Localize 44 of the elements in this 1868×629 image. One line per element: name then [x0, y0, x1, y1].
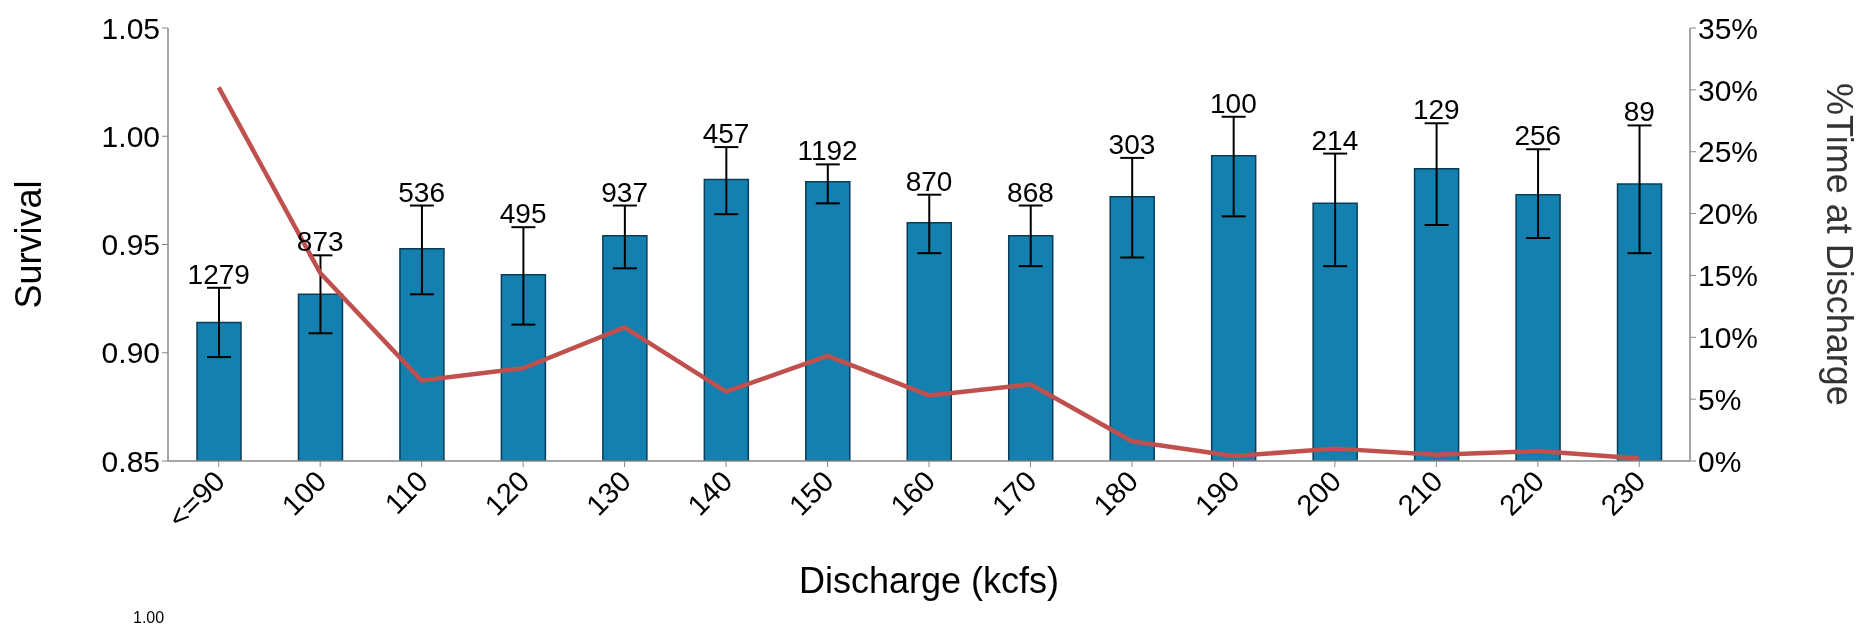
x-tick-label: 180: [1087, 464, 1145, 522]
y2-tick-label: 10%: [1698, 320, 1759, 354]
annotation: 214: [1311, 124, 1359, 156]
x-tick-label: 110: [378, 464, 434, 520]
annotation: 495: [499, 198, 547, 230]
annotation: 1279: [187, 258, 250, 290]
annotation: 100: [1210, 87, 1257, 119]
x-tick-label: 130: [580, 464, 637, 522]
y-axis-title: Survival: [7, 180, 49, 309]
x-tick-label: 190: [1188, 464, 1246, 522]
y2-axis-title: %Time at Discharge: [1819, 83, 1861, 406]
annotation: 536: [398, 176, 446, 208]
y-tick-label: 1.05: [101, 11, 160, 45]
annotation: 89: [1623, 96, 1655, 128]
x-axis-title: Discharge (kcfs): [798, 560, 1060, 601]
y2-tick-label: 30%: [1698, 73, 1759, 107]
annotation: 868: [1007, 176, 1054, 208]
annotation: 937: [601, 176, 648, 208]
annotation: 303: [1108, 128, 1156, 160]
y2-tick-label: 0%: [1698, 444, 1742, 478]
y-tick-label: 1.00: [101, 119, 160, 153]
y-tick-label: 0.85: [101, 444, 160, 478]
y-tick-label: 0.95: [101, 228, 160, 262]
annotation: 256: [1514, 120, 1562, 152]
x-tick-label: 210: [1391, 464, 1449, 522]
annotation: 129: [1412, 94, 1460, 126]
annotation: 870: [905, 165, 953, 197]
x-tick-label: 170: [985, 464, 1043, 522]
annotation: 1192: [797, 135, 858, 167]
x-tick-label: 120: [478, 464, 536, 522]
x-tick-label: 230: [1594, 464, 1652, 522]
x-tick-label: 160: [884, 464, 942, 522]
x-tick-label: 140: [681, 464, 739, 522]
x-tick-label: 220: [1493, 464, 1551, 522]
annotation: 457: [702, 118, 750, 150]
y-tick-label: 0.90: [101, 336, 160, 370]
y2-tick-label: 15%: [1698, 259, 1759, 293]
y2-tick-label: 5%: [1698, 382, 1742, 416]
x-tick-label: 200: [1290, 464, 1348, 522]
y2-tick-label: 35%: [1698, 11, 1759, 45]
x-tick-label: 100: [275, 464, 333, 522]
y2-tick-label: 20%: [1698, 197, 1759, 231]
y2-tick-label: 25%: [1698, 135, 1759, 169]
x-tick-label: 150: [782, 464, 840, 522]
